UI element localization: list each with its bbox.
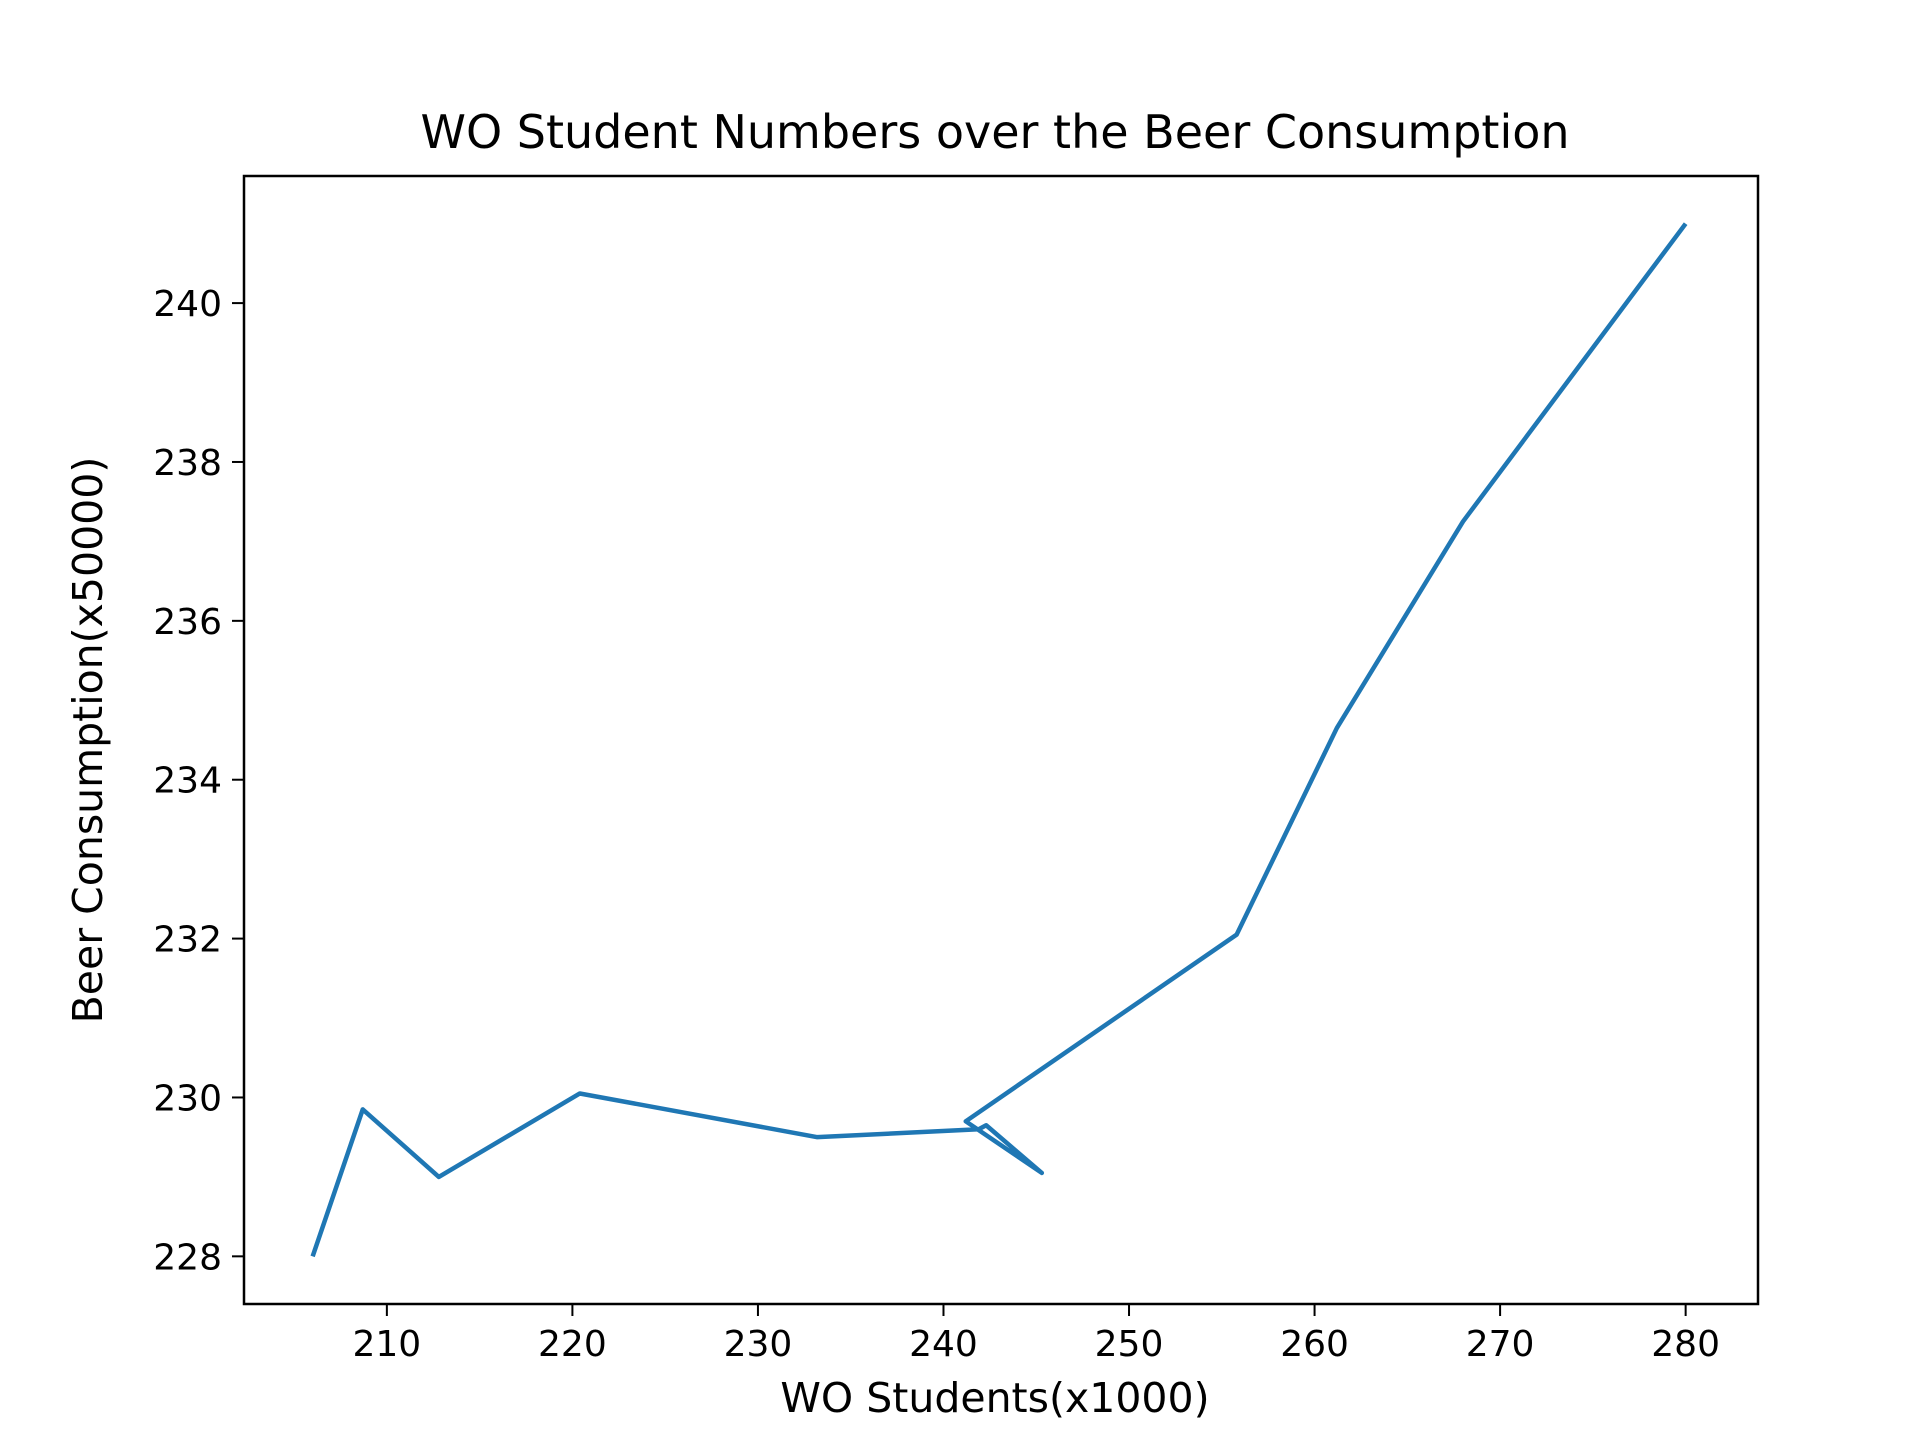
chart-title: WO Student Numbers over the Beer Consump…: [420, 105, 1569, 159]
y-tick-label: 230: [153, 1078, 222, 1119]
x-tick-label: 230: [724, 1324, 793, 1365]
y-tick-label: 240: [153, 284, 222, 325]
x-axis: 210 220 230 240 250 260 270 280: [353, 1304, 1720, 1365]
axes-frame: [242, 174, 1760, 1306]
y-tick-label: 232: [153, 920, 222, 961]
x-tick-label: 260: [1280, 1324, 1349, 1365]
x-tick-label: 240: [909, 1324, 978, 1365]
y-tick-label: 238: [153, 443, 222, 484]
x-tick-label: 220: [538, 1324, 607, 1365]
x-tick-label: 250: [1095, 1324, 1164, 1365]
y-tick-label: 234: [153, 761, 222, 802]
x-tick-label: 270: [1466, 1324, 1535, 1365]
y-tick-label: 228: [153, 1237, 222, 1278]
x-tick-label: 280: [1651, 1324, 1720, 1365]
plot-area: [242, 174, 1760, 1306]
y-axis: 228 230 232 234 236 238 240: [153, 284, 244, 1278]
y-axis-label: Beer Consumption(x50000): [64, 457, 112, 1024]
x-tick-label: 210: [353, 1324, 422, 1365]
x-axis-label: WO Students(x1000): [780, 1374, 1209, 1422]
series-line: [310, 222, 1688, 1258]
y-tick-label: 236: [153, 602, 222, 643]
